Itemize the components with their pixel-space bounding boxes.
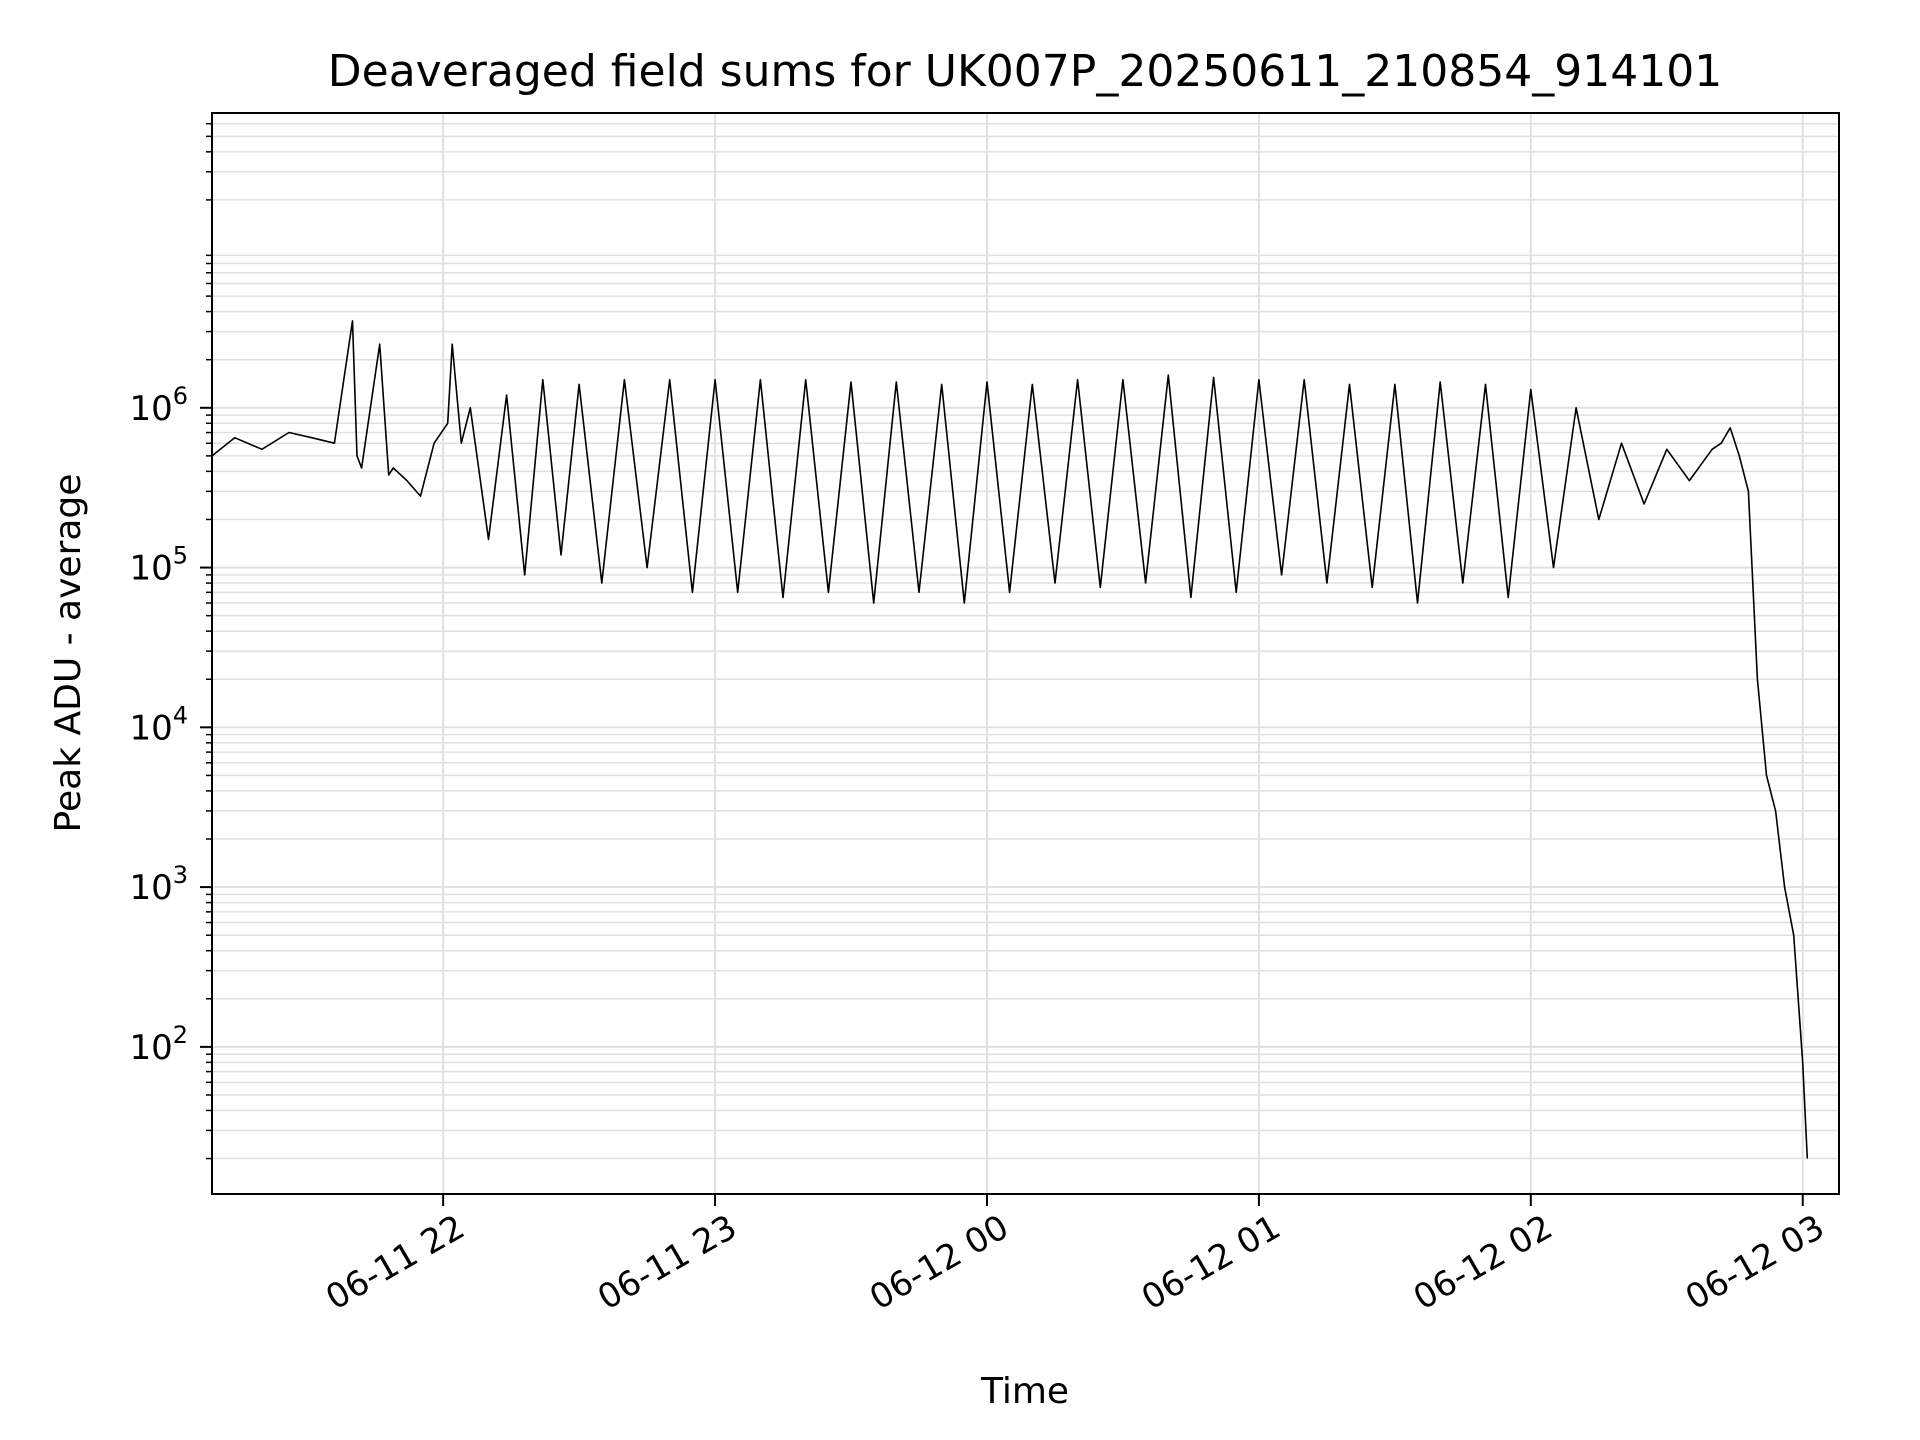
series-layer bbox=[211, 320, 1809, 1159]
y-tick-exponent: 5 bbox=[173, 542, 188, 570]
y-tick-label: 105 bbox=[129, 542, 188, 589]
grid bbox=[212, 113, 1839, 1194]
y-axis-label: Peak ADU - average bbox=[48, 474, 89, 833]
series-line bbox=[211, 320, 1809, 1159]
y-tick-exponent: 4 bbox=[173, 701, 188, 729]
y-tick-exponent: 2 bbox=[173, 1021, 188, 1049]
y-tick-label: 102 bbox=[129, 1021, 188, 1068]
y-tick-base: 10 bbox=[129, 1028, 172, 1068]
y-tick-base: 10 bbox=[129, 868, 172, 908]
y-tick-label: 104 bbox=[129, 701, 188, 748]
y-tick-base: 10 bbox=[129, 549, 172, 589]
y-tick-label: 106 bbox=[129, 382, 188, 429]
x-axis-label: Time bbox=[980, 1371, 1069, 1412]
y-tick-base: 10 bbox=[129, 389, 172, 429]
y-tick-base: 10 bbox=[129, 708, 172, 748]
y-tick-label: 103 bbox=[129, 861, 188, 908]
plot-frame bbox=[211, 112, 1840, 1195]
y-tick-exponent: 3 bbox=[173, 861, 188, 889]
y-tick-exponent: 6 bbox=[173, 382, 188, 410]
chart-title: Deaveraged field sums for UK007P_2025061… bbox=[328, 46, 1722, 97]
